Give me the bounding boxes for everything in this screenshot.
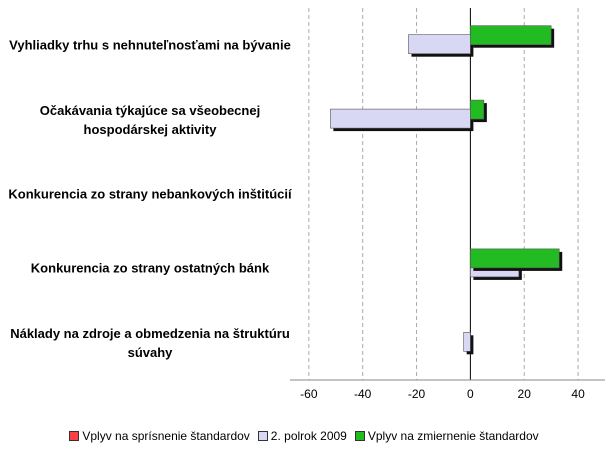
bar	[408, 34, 471, 55]
legend: Vplyv na sprísnenie štandardov 2. polrok …	[0, 429, 608, 443]
bar	[463, 331, 471, 352]
x-tick-label: -40	[354, 387, 372, 401]
x-tick-label: 0	[467, 387, 474, 401]
bar	[330, 108, 471, 129]
bar	[470, 25, 552, 46]
legend-swatch	[257, 431, 268, 441]
bar	[470, 99, 485, 120]
category-label: Očakávania týkajúce sa všeobecnej hospod…	[39, 102, 261, 137]
category-label: Vyhliadky trhu s nehnuteľnosťami na býva…	[9, 37, 291, 53]
legend-item: Vplyv na sprísnenie štandardov	[69, 429, 250, 443]
x-tick-label: 20	[518, 387, 532, 401]
legend-swatch	[354, 431, 365, 441]
legend-swatch	[69, 431, 80, 441]
category-label: Náklady na zdroje a obmedzenia na štrukt…	[10, 325, 290, 360]
bar	[470, 248, 560, 269]
legend-label: Vplyv na sprísnenie štandardov	[82, 429, 250, 443]
x-tick-label: -60	[300, 387, 318, 401]
legend-item: Vplyv na zmiernenie štandardov	[354, 429, 539, 443]
x-tick-label: -20	[408, 387, 426, 401]
x-tick-label: 40	[571, 387, 585, 401]
category-label: Konkurencia zo strany ostatných bánk	[30, 260, 270, 276]
category-label: Konkurencia zo strany nebankových inštit…	[8, 186, 292, 202]
legend-label: 2. polrok 2009	[270, 429, 347, 443]
legend-label: Vplyv na zmiernenie štandardov	[367, 429, 539, 443]
legend-item: 2. polrok 2009	[257, 429, 347, 443]
